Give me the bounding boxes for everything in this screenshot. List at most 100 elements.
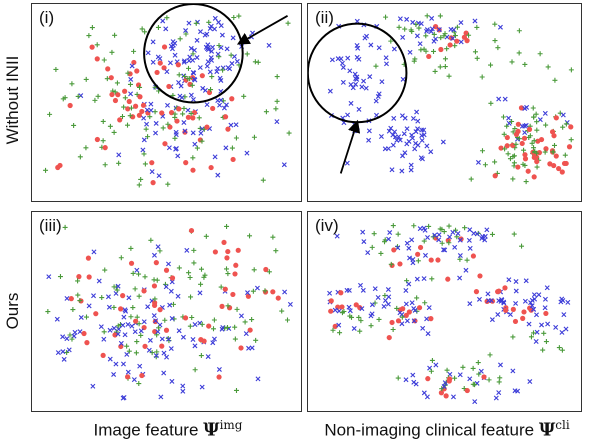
blue-x-point	[346, 287, 352, 293]
blue-x-point	[388, 125, 394, 131]
green-plus-point	[568, 137, 574, 143]
blue-x-point	[428, 29, 434, 35]
red-dot-point	[568, 124, 574, 130]
green-plus-point	[186, 270, 192, 276]
column-label-clinical-feature: Non-imaging clinical feature Ψcli	[324, 418, 569, 441]
blue-x-point	[145, 304, 151, 310]
blue-x-point	[565, 299, 571, 305]
red-dot-point	[238, 345, 244, 351]
green-plus-point	[137, 84, 143, 90]
green-plus-point	[534, 127, 540, 133]
green-plus-point	[198, 266, 204, 272]
blue-x-point	[144, 121, 150, 127]
blue-x-point	[190, 337, 196, 343]
blue-x-point	[129, 323, 135, 329]
green-plus-point	[559, 347, 565, 353]
blue-x-point	[161, 370, 167, 376]
blue-x-point	[507, 312, 513, 318]
blue-x-point	[419, 156, 425, 162]
green-plus-point	[479, 148, 485, 154]
blue-x-point	[457, 372, 463, 378]
blue-x-point	[182, 128, 188, 134]
red-dot-point	[561, 160, 568, 167]
green-plus-point	[43, 167, 49, 173]
blue-x-point	[407, 49, 413, 55]
red-dot-point	[139, 108, 145, 115]
blue-x-point	[385, 301, 391, 307]
blue-x-point	[369, 302, 375, 308]
green-plus-point	[101, 329, 107, 335]
blue-x-point	[107, 356, 113, 362]
blue-x-point	[386, 236, 392, 242]
blue-x-point	[340, 79, 346, 85]
green-plus-point	[208, 87, 214, 93]
green-plus-point	[428, 368, 434, 374]
blue-x-point	[113, 361, 119, 367]
red-dot-point	[536, 150, 543, 156]
green-plus-point	[274, 98, 280, 104]
green-plus-point	[516, 28, 522, 34]
blue-x-point	[414, 33, 420, 39]
blue-x-point	[166, 145, 172, 151]
green-plus-point	[69, 81, 75, 87]
panel-label-iv: (iv)	[315, 216, 339, 235]
blue-x-point	[421, 390, 427, 396]
blue-x-point	[467, 227, 473, 233]
blue-x-point	[355, 45, 361, 51]
green-plus-point	[62, 95, 68, 101]
green-plus-point	[143, 126, 149, 132]
red-dot-point	[270, 289, 276, 295]
red-dot-point	[124, 374, 131, 380]
green-plus-point	[285, 20, 291, 26]
blue-x-point	[369, 311, 375, 317]
blue-x-point	[376, 91, 382, 97]
blue-x-point	[376, 45, 382, 51]
green-plus-point	[104, 76, 110, 82]
green-plus-point	[216, 54, 222, 60]
blue-x-point	[522, 130, 528, 136]
blue-x-point	[403, 377, 409, 383]
green-plus-point	[127, 81, 133, 87]
blue-x-point	[403, 288, 409, 293]
psi-symbol: Ψ	[538, 419, 556, 441]
blue-x-point	[78, 93, 84, 99]
blue-x-point	[530, 306, 536, 312]
green-plus-point	[382, 239, 388, 245]
blue-x-point	[537, 117, 543, 123]
blue-x-point	[118, 340, 124, 346]
green-plus-point	[414, 308, 420, 314]
blue-x-point	[383, 55, 389, 61]
green-plus-point	[442, 31, 448, 37]
red-dot-point	[521, 309, 527, 315]
green-plus-point	[519, 243, 525, 249]
blue-x-point	[429, 15, 435, 21]
blue-x-point	[144, 107, 150, 113]
blue-x-point	[105, 294, 111, 300]
red-dot-point	[504, 143, 510, 149]
green-plus-point	[492, 159, 498, 165]
green-plus-point	[442, 64, 448, 70]
blue-x-point	[399, 168, 405, 174]
blue-x-point	[124, 351, 130, 357]
green-plus-point	[136, 321, 142, 327]
green-plus-point	[411, 223, 417, 229]
blue-x-point	[116, 152, 122, 158]
green-plus-point	[164, 15, 170, 21]
green-plus-point	[511, 160, 517, 166]
blue-x-point	[168, 43, 174, 49]
blue-x-point	[421, 276, 427, 282]
green-plus-point	[160, 125, 166, 131]
red-dot-point	[222, 286, 228, 292]
red-dot-point	[503, 307, 509, 313]
blue-x-point	[361, 78, 367, 84]
red-dot-point	[416, 305, 423, 311]
blue-x-point	[404, 240, 410, 246]
blue-x-point	[77, 329, 83, 335]
green-plus-point	[476, 371, 482, 377]
blue-x-point	[345, 55, 351, 61]
red-dot-point	[428, 316, 434, 322]
blue-x-point	[353, 81, 359, 87]
green-plus-point	[534, 164, 540, 170]
blue-x-point	[532, 296, 538, 302]
blue-x-point	[386, 146, 391, 152]
